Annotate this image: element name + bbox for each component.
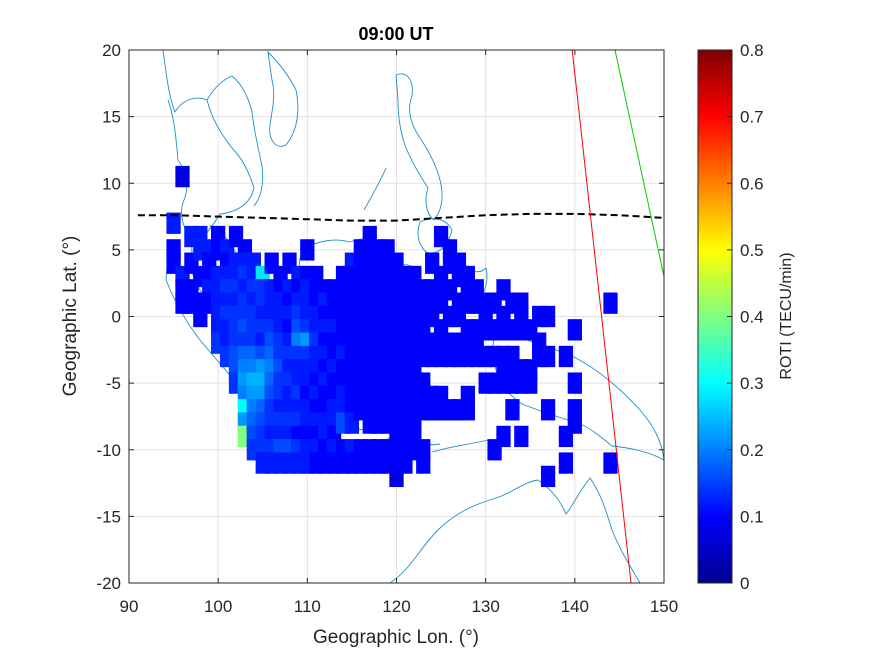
colorbar-tick-label: 0.5: [740, 241, 764, 260]
coastline-timor: [431, 439, 489, 453]
x-tick-label: 150: [650, 597, 678, 616]
y-tick-label: -15: [96, 507, 121, 526]
roti-cell: [567, 319, 582, 341]
y-tick-label: -10: [96, 441, 121, 460]
colorbar: [698, 50, 732, 583]
colorbar-tick-label: 0: [740, 574, 749, 593]
colorbar-tick-label: 0.6: [740, 174, 764, 193]
y-tick-label: 0: [112, 308, 121, 327]
roti-cell: [540, 465, 556, 488]
colorbar-tick-label: 0.4: [740, 308, 764, 327]
roti-cell: [540, 305, 556, 328]
y-axis-ticks: 20 15 10 5 0 -5 -10 -15 -20: [96, 41, 664, 593]
colorbar-tick-label: 0.8: [740, 41, 764, 60]
roti-cell: [166, 212, 181, 234]
coastline-philippines: [395, 73, 443, 221]
roti-cell: [603, 292, 618, 314]
red-line: [571, 50, 632, 583]
x-tick-label: 110: [294, 597, 321, 616]
x-tick-label: 130: [471, 597, 499, 616]
roti-cell: [567, 372, 582, 394]
roti-cell: [558, 452, 574, 474]
colorbar-tick-label: 0.3: [740, 374, 764, 393]
roti-cell: [460, 399, 475, 421]
y-tick-label: -20: [96, 574, 121, 593]
colorbar-label: ROTI (TECU/min): [778, 252, 795, 379]
roti-cell: [603, 452, 618, 474]
coastline-hainan: [267, 50, 299, 147]
x-tick-label: 90: [120, 597, 139, 616]
roti-cell: [505, 399, 520, 421]
roti-cell: [558, 345, 574, 368]
colorbar-ticks: 0 0.1 0.2 0.3 0.4 0.5 0.6 0.7 0.8: [727, 41, 764, 593]
colorbar-tick-label: 0.2: [740, 441, 764, 460]
colorbar-tick-label: 0.7: [740, 108, 764, 127]
roti-cell: [540, 345, 556, 368]
y-tick-label: 20: [102, 41, 121, 60]
roti-cell: [300, 239, 315, 261]
colorbar-tick-label: 0.1: [740, 507, 764, 526]
x-axis-ticks: 90 100 110 120 130 140 150: [120, 50, 678, 616]
roti-cell: [496, 425, 511, 448]
x-tick-label: 140: [561, 597, 589, 616]
coastline-palawan: [363, 167, 387, 211]
x-axis-label: Geographic Lon. (°): [313, 627, 479, 648]
x-tick-label: 100: [204, 597, 232, 616]
coastline-mindanao: [417, 218, 453, 254]
roti-cell: [416, 452, 431, 474]
roti-cells: [166, 165, 618, 488]
roti-cell: [540, 399, 556, 421]
roti-cell: [175, 165, 190, 188]
roti-cell: [523, 372, 538, 394]
y-tick-label: 5: [112, 241, 121, 260]
green-line: [614, 50, 664, 277]
y-tick-label: 15: [102, 108, 121, 127]
roti-cell: [514, 425, 529, 448]
y-tick-label: 10: [102, 174, 121, 193]
y-tick-label: -5: [106, 374, 121, 393]
roti-cell: [558, 425, 574, 448]
dip-equator-line: [137, 212, 664, 222]
coastline-australia: [389, 477, 641, 583]
coastline-vietnam-east: [206, 75, 264, 207]
chart-title: 09:00 UT: [358, 24, 433, 44]
y-axis-label: Geographic Lat. (°): [60, 236, 81, 397]
x-tick-label: 120: [382, 597, 410, 616]
